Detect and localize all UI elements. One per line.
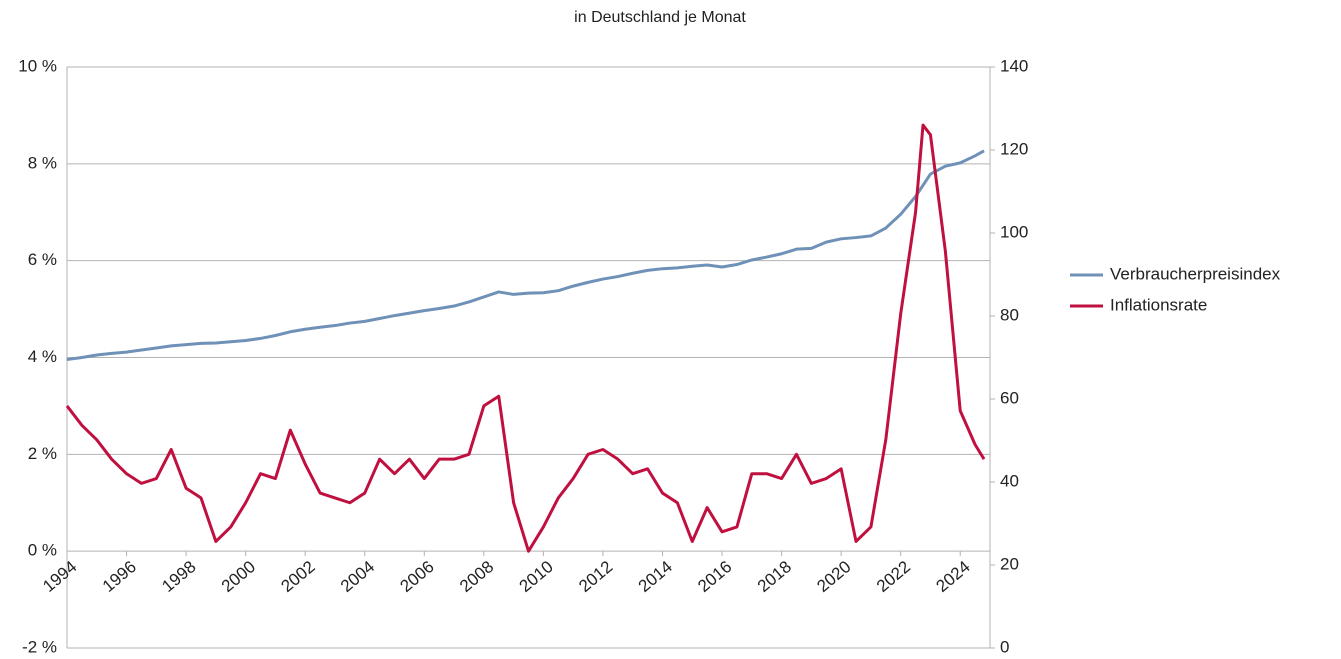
y2-tick-label: 0: [1000, 637, 1009, 656]
y-tick-label: 4 %: [28, 347, 57, 366]
y2-tick-label: 40: [1000, 471, 1019, 490]
x-tick-label: 2022: [873, 557, 914, 596]
series-line: [65, 123, 986, 553]
legend-label: Verbraucherpreisindex: [1110, 264, 1281, 283]
y-tick-label: 6 %: [28, 250, 57, 269]
x-tick-label: 2004: [337, 557, 378, 596]
x-tick-label: 2012: [575, 557, 616, 596]
y-tick-label: 0 %: [28, 541, 57, 560]
x-tick-label: 2018: [754, 557, 795, 596]
x-tick-label: 2008: [456, 557, 497, 596]
chart-title: in Deutschland je Monat: [574, 9, 746, 26]
y-tick-label: 10 %: [18, 56, 57, 75]
x-tick-label: 1996: [99, 557, 140, 596]
y2-tick-label: 80: [1000, 305, 1019, 324]
x-tick-label: 2002: [277, 557, 318, 596]
x-tick-label: 2024: [932, 557, 973, 596]
legend-label: Inflationsrate: [1110, 295, 1207, 314]
y2-tick-label: 60: [1000, 388, 1019, 407]
x-tick-label: 2010: [516, 557, 557, 596]
x-tick-label: 2000: [218, 557, 259, 596]
y2-tick-label: 120: [1000, 139, 1028, 158]
x-tick-label: 2014: [635, 557, 676, 596]
x-tick-label: 1998: [158, 557, 199, 596]
y-tick-label: -2 %: [22, 637, 57, 656]
series-line: [66, 149, 985, 362]
y2-tick-label: 20: [1000, 554, 1019, 573]
x-tick-label: 2020: [813, 557, 854, 596]
y2-tick-label: 100: [1000, 222, 1028, 241]
y-tick-label: 8 %: [28, 153, 57, 172]
y-tick-label: 2 %: [28, 444, 57, 463]
x-tick-label: 1994: [39, 557, 80, 596]
x-tick-label: 2016: [694, 557, 735, 596]
x-tick-label: 2006: [397, 557, 438, 596]
y2-tick-label: 140: [1000, 56, 1028, 75]
